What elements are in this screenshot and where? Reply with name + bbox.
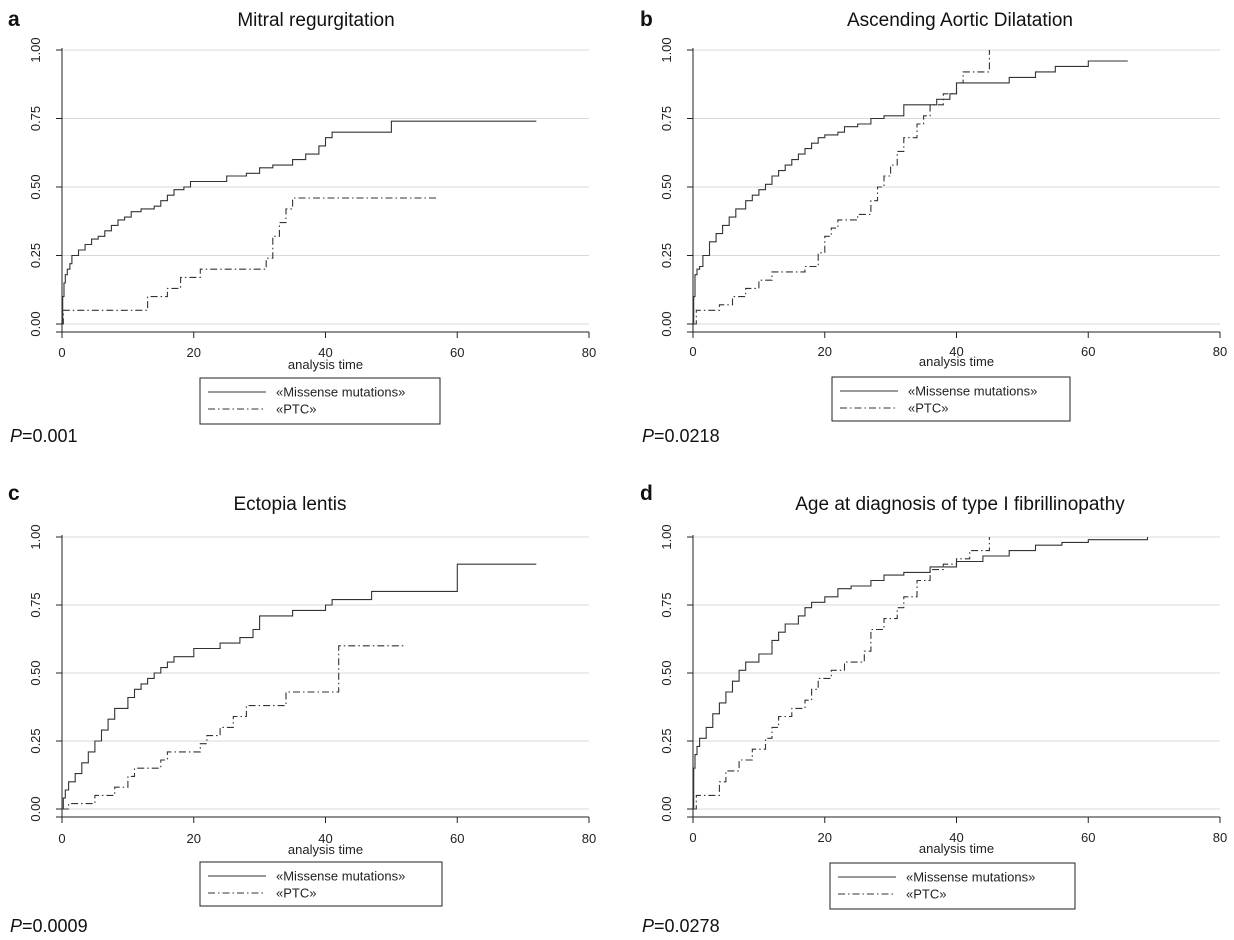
x-tick-label: 0 [689,830,696,845]
x-tick-label: 80 [582,345,596,360]
legend-label: «Missense mutations» [276,869,405,884]
legend-label: «Missense mutations» [276,385,405,400]
x-tick-label: 80 [1213,830,1227,845]
y-tick-label: 1.00 [659,37,674,62]
p-value-symbol: P [10,426,22,446]
y-tick-label: 0.25 [28,728,43,753]
legend: «Missense mutations» «PTC» [829,862,1076,910]
p-value-number: =0.001 [22,426,78,446]
p-value-symbol: P [642,916,654,936]
km-curve-missense [62,120,537,325]
legend-label: «PTC» [906,887,946,902]
y-tick-label: 0.00 [659,796,674,821]
p-value: P=0.0278 [642,916,720,936]
x-tick-label: 0 [58,831,65,846]
p-value: P=0.001 [10,426,78,446]
legend-label: «PTC» [276,886,316,901]
km-curve-ptc [62,645,405,810]
x-tick-label: 40 [949,344,963,359]
y-tick-label: 0.50 [659,660,674,685]
x-tick-label: 0 [58,345,65,360]
km-curve-missense [693,60,1128,325]
legend-box [829,862,1076,910]
x-tick-label: 20 [818,344,832,359]
y-tick-label: 1.00 [28,37,43,62]
x-axis-title: analysis time [288,357,363,372]
panel-title: Age at diagnosis of type I fibrillinopat… [795,494,1125,515]
panel-title: Ectopia lentis [233,494,346,515]
y-tick-label: 0.00 [28,796,43,821]
y-tick-label: 1.00 [28,524,43,549]
y-tick-label: 1.00 [659,524,674,549]
x-tick-label: 60 [1081,344,1095,359]
panel-letter: b [640,8,653,31]
x-tick-label: 20 [187,345,201,360]
p-value: P=0.0009 [10,916,88,936]
p-value-symbol: P [10,916,22,936]
y-tick-label: 0.50 [28,660,43,685]
p-value-symbol: P [642,426,654,446]
y-tick-label: 0.25 [659,243,674,268]
panel-d: d Age at diagnosis of type I fibrillinopa… [640,482,1227,936]
y-tick-label: 0.25 [659,728,674,753]
legend-label: «PTC» [276,402,316,417]
panel-letter: c [8,482,20,505]
y-tick-label: 0.50 [28,174,43,199]
y-tick-label: 0.00 [28,311,43,336]
x-tick-label: 20 [818,830,832,845]
x-tick-label: 60 [1081,830,1095,845]
km-curve-missense [693,537,1149,810]
p-value-number: =0.0218 [654,426,720,446]
legend-box [199,377,441,425]
panel-letter: a [8,8,20,31]
panel-c: c Ectopia lentis 0.00 0.25 0.50 0.75 1.00 0 20 40… [8,482,596,936]
legend: «Missense mutations» «PTC» [199,861,443,907]
legend-label: «Missense mutations» [908,384,1037,399]
panel-title: Mitral regurgitation [237,10,394,31]
panel-title: Ascending Aortic Dilatation [847,10,1073,31]
y-tick-label: 0.00 [659,311,674,336]
y-tick-label: 0.75 [659,592,674,617]
p-value-number: =0.0278 [654,916,720,936]
x-tick-label: 40 [318,345,332,360]
legend: «Missense mutations» «PTC» [831,376,1071,422]
y-tick-label: 0.75 [28,106,43,131]
x-tick-label: 40 [318,831,332,846]
x-axis-title: analysis time [288,842,363,857]
km-curve-missense [62,563,537,810]
legend-box [199,861,443,907]
p-value-number: =0.0009 [22,916,88,936]
y-tick-label: 0.75 [28,592,43,617]
km-curve-ptc [693,50,990,325]
panel-a: a Mitral regurgitation 0.00 0.25 0.50 0.75 1.0… [8,8,596,446]
y-tick-label: 0.75 [659,106,674,131]
x-tick-label: 80 [582,831,596,846]
legend-box [831,376,1071,422]
legend-label: «Missense mutations» [906,870,1035,885]
legend: «Missense mutations» «PTC» [199,377,441,425]
x-tick-label: 40 [949,830,963,845]
x-tick-label: 20 [187,831,201,846]
legend-label: «PTC» [908,401,948,416]
panel-letter: d [640,482,653,505]
x-tick-label: 0 [689,344,696,359]
y-tick-label: 0.25 [28,243,43,268]
km-curve-ptc [62,197,438,325]
panel-b: b Ascending Aortic Dilatation 0.00 0.25 0.50… [640,8,1227,446]
x-axis-title: analysis time [919,841,994,856]
x-tick-label: 60 [450,345,464,360]
x-tick-label: 60 [450,831,464,846]
x-axis-title: analysis time [919,354,994,369]
y-tick-label: 0.50 [659,174,674,199]
p-value: P=0.0218 [642,426,720,446]
x-tick-label: 80 [1213,344,1227,359]
